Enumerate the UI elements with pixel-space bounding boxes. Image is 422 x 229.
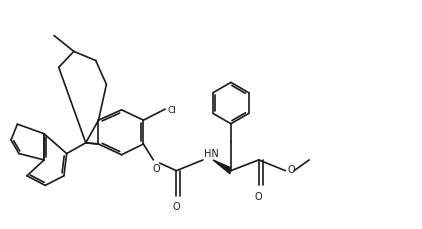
Text: O: O	[153, 163, 160, 173]
Text: O: O	[288, 164, 295, 174]
Text: HN: HN	[204, 149, 219, 159]
Text: Cl: Cl	[168, 105, 176, 114]
Text: O: O	[255, 191, 262, 201]
Polygon shape	[213, 160, 230, 174]
Text: O: O	[173, 201, 180, 211]
